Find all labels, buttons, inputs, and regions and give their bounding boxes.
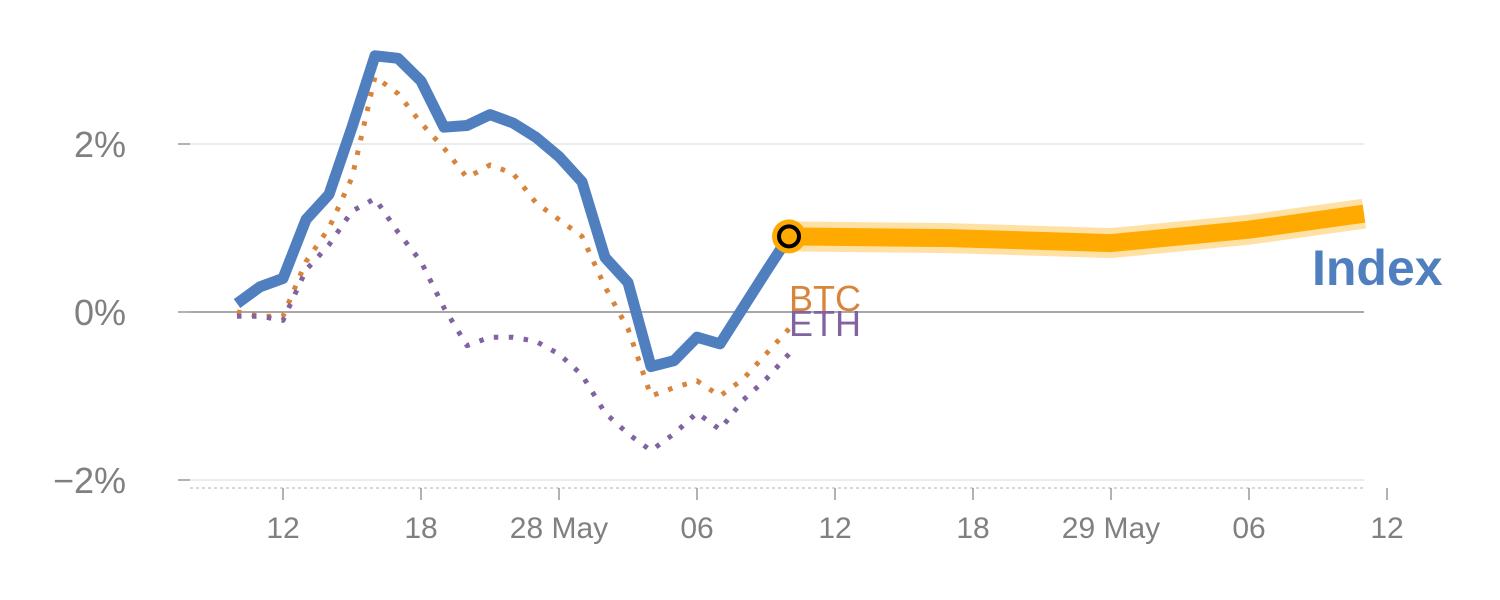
series <box>233 50 1367 454</box>
xtick-label-0: 12 <box>266 512 299 545</box>
series-label-index: Index <box>1312 240 1443 296</box>
xtick-label-4: 12 <box>818 512 851 545</box>
gridlines <box>190 143 1364 481</box>
xtick-label-1: 18 <box>404 512 437 545</box>
series-label-eth: ETH <box>789 303 861 344</box>
ytick-label-1: 0% <box>74 292 126 333</box>
series-index-line <box>233 50 794 373</box>
xtick-label-8: 12 <box>1370 512 1403 545</box>
series-btc-line <box>236 74 791 399</box>
ytick-label-2: 2% <box>74 124 126 165</box>
xtick-label-5: 18 <box>956 512 989 545</box>
xtick-label-6: 29 May <box>1062 512 1160 545</box>
series-label-btc: BTC <box>789 278 861 319</box>
xtick-label-2: 28 May <box>510 512 608 545</box>
xtick-label-7: 06 <box>1232 512 1265 545</box>
ytick-label-0: −2% <box>53 460 126 501</box>
join-marker-ring <box>777 224 801 249</box>
series-eth-line <box>237 196 791 454</box>
xtick-label-3: 06 <box>680 512 713 545</box>
axes: −2% 0% 2% 12 18 28 May 06 12 18 29 May 06 12 <box>53 124 1404 545</box>
join-marker-outer <box>772 219 806 254</box>
series-forecast-line <box>788 204 1366 253</box>
